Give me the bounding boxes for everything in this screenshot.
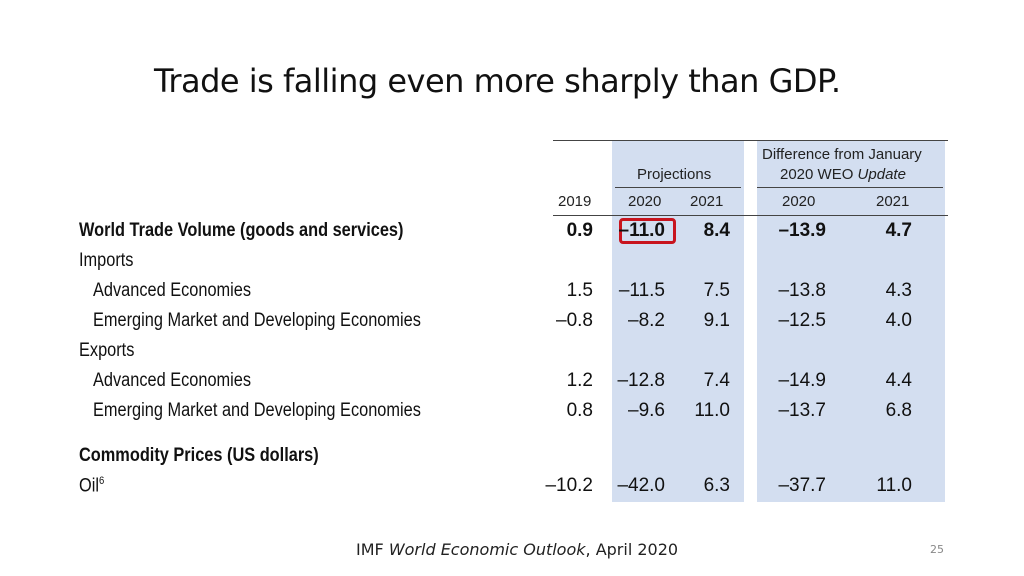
value-oil-2019: –10.2	[545, 475, 593, 496]
col-header-diff-2021: 2021	[876, 193, 910, 210]
value-world-trade-2019: 0.9	[566, 220, 593, 241]
value-exports-emde-proj-2021: 11.0	[694, 400, 730, 421]
source-publication: World Economic Outlook	[388, 540, 586, 559]
source-suffix: , April 2020	[585, 540, 679, 559]
value-oil-diff-2021: 11.0	[876, 475, 912, 496]
difference-shade	[757, 141, 945, 502]
row-label-exports: Exports	[79, 340, 135, 361]
value-exports-emde-diff-2021: 6.8	[885, 400, 912, 421]
difference-header-line1: Difference from January	[762, 146, 922, 163]
table-top-rule	[553, 140, 948, 141]
value-imports-emde-diff-2021: 4.0	[885, 310, 912, 331]
col-header-diff-2020: 2020	[782, 193, 816, 210]
value-imports-emde-2019: –0.8	[556, 310, 593, 331]
row-label-commodity-prices: Commodity Prices (US dollars)	[79, 445, 319, 466]
value-world-trade-diff-2021: 4.7	[885, 220, 912, 241]
value-imports-adv-2019: 1.5	[566, 280, 593, 301]
difference-underline	[757, 187, 943, 188]
value-imports-adv-diff-2020: –13.8	[778, 280, 826, 301]
row-label-exports-emde: Emerging Market and Developing Economies	[93, 400, 421, 421]
slide-number: 25	[930, 543, 944, 556]
source-citation: IMF World Economic Outlook, April 2020	[356, 540, 678, 559]
value-oil-proj-2020: –42.0	[617, 475, 665, 496]
projections-shade	[612, 141, 744, 502]
value-imports-adv-proj-2020: –11.5	[618, 280, 665, 301]
value-oil-proj-2021: 6.3	[703, 475, 730, 496]
value-world-trade-proj-2021: 8.4	[703, 220, 730, 241]
difference-header-italic: Update	[857, 166, 906, 183]
projections-underline	[615, 187, 741, 188]
source-prefix: IMF	[356, 540, 389, 559]
highlight-box	[619, 218, 676, 244]
value-imports-emde-proj-2021: 9.1	[703, 310, 730, 331]
oil-footnote-marker: 6	[98, 475, 105, 487]
value-imports-emde-diff-2020: –12.5	[778, 310, 826, 331]
value-exports-emde-diff-2020: –13.7	[778, 400, 826, 421]
value-world-trade-diff-2020: –13.9	[778, 220, 826, 241]
difference-header-text: 2020 WEO	[780, 166, 858, 183]
value-imports-emde-proj-2020: –8.2	[628, 310, 665, 331]
row-label-imports: Imports	[79, 250, 134, 271]
oil-label-text: Oil	[79, 475, 99, 497]
value-exports-adv-diff-2021: 4.4	[885, 370, 912, 391]
value-exports-adv-2019: 1.2	[566, 370, 593, 391]
row-label-imports-emde: Emerging Market and Developing Economies	[93, 310, 421, 331]
value-exports-adv-proj-2020: –12.8	[617, 370, 665, 391]
value-imports-adv-proj-2021: 7.5	[703, 280, 730, 301]
row-label-world-trade: World Trade Volume (goods and services)	[79, 220, 404, 241]
col-header-proj-2021: 2021	[690, 193, 724, 210]
value-world-trade-proj-2020: –11.0	[618, 220, 666, 241]
col-header-2019: 2019	[558, 193, 592, 210]
value-exports-emde-proj-2020: –9.6	[628, 400, 665, 421]
header-bottom-rule	[553, 215, 948, 216]
row-label-exports-advanced: Advanced Economies	[93, 370, 252, 391]
projections-header: Projections	[637, 166, 712, 183]
value-exports-adv-diff-2020: –14.9	[778, 370, 826, 391]
value-exports-emde-2019: 0.8	[566, 400, 593, 421]
row-label-oil: Oil6	[79, 475, 104, 497]
difference-header-line2: 2020 WEO Update	[780, 166, 906, 183]
slide-title: Trade is falling even more sharply than …	[154, 62, 841, 100]
row-label-imports-advanced: Advanced Economies	[93, 280, 252, 301]
value-oil-diff-2020: –37.7	[778, 475, 826, 496]
value-imports-adv-diff-2021: 4.3	[885, 280, 912, 301]
value-exports-adv-proj-2021: 7.4	[703, 370, 730, 391]
col-header-proj-2020: 2020	[628, 193, 662, 210]
